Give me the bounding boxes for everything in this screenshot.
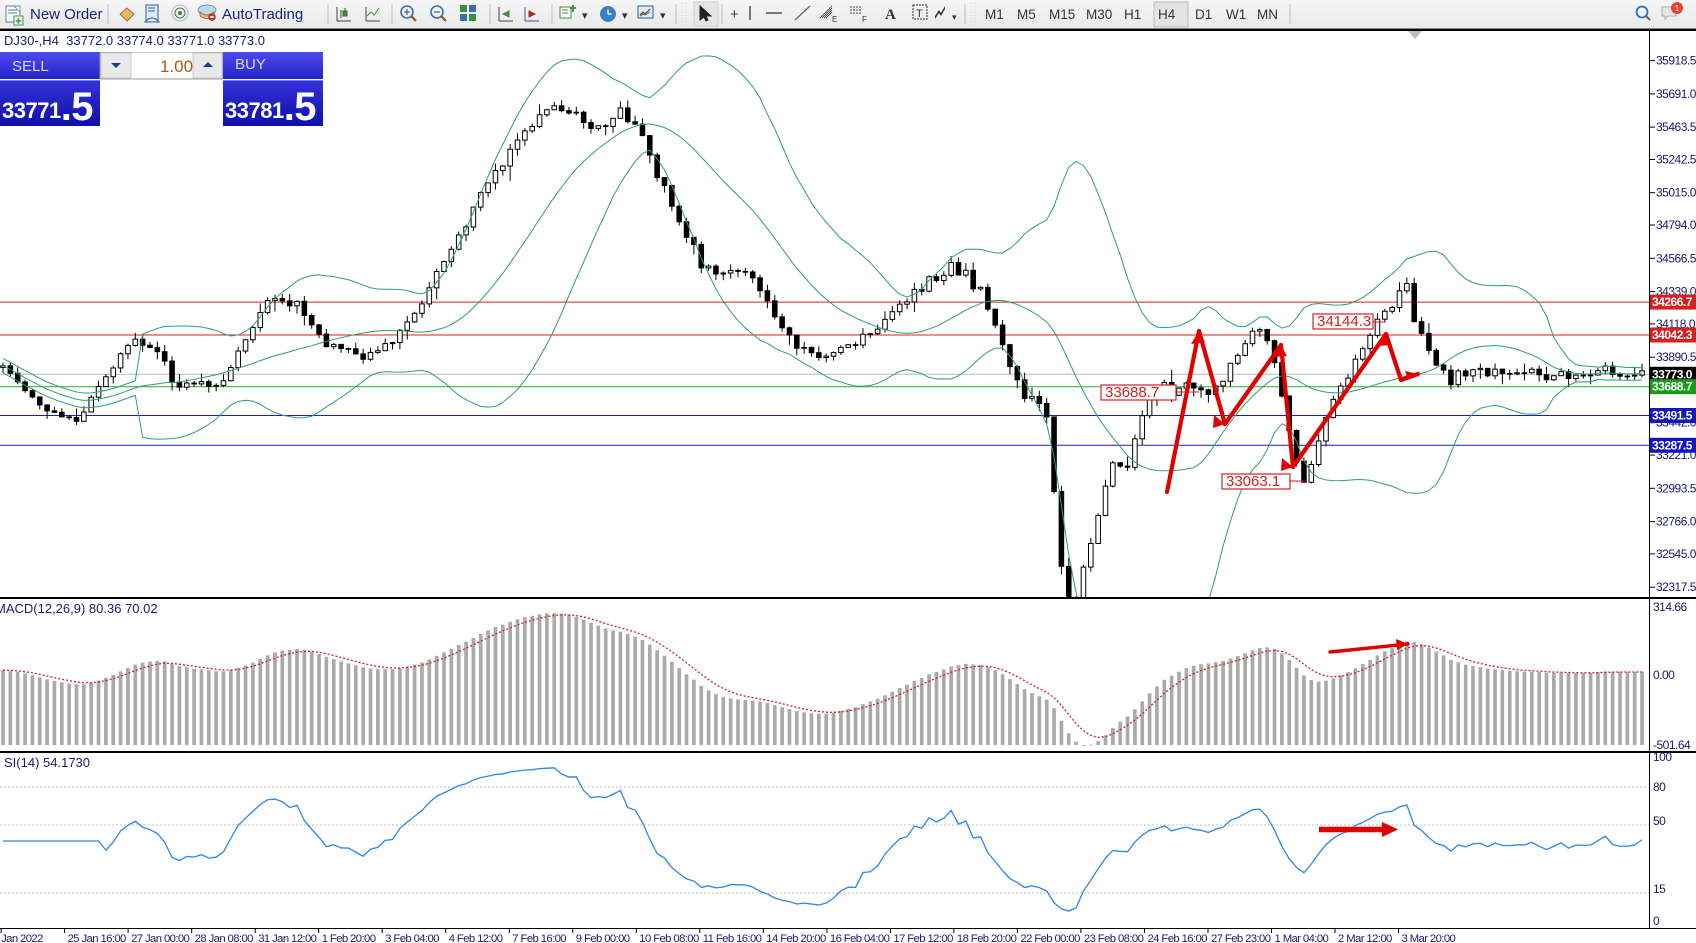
svg-text:23 Feb 08:00: 23 Feb 08:00	[1084, 933, 1144, 943]
svg-text:9 Feb 00:00: 9 Feb 00:00	[576, 933, 630, 943]
svg-text:35242.5: 35242.5	[1656, 153, 1696, 167]
svg-text:50: 50	[1653, 814, 1666, 828]
svg-text:10 Feb 08:00: 10 Feb 08:00	[639, 933, 699, 943]
svg-text:28 Jan 08:00: 28 Jan 08:00	[195, 933, 253, 943]
svg-text:15: 15	[1653, 882, 1666, 896]
svg-text:3 Mar 20:00: 3 Mar 20:00	[1402, 933, 1456, 943]
svg-text:▾: ▾	[622, 10, 628, 22]
svg-text:33688.7: 33688.7	[1652, 380, 1693, 394]
svg-text:100: 100	[1653, 750, 1672, 764]
svg-text:27 Jan 00:00: 27 Jan 00:00	[131, 933, 189, 943]
svg-text:35463.5: 35463.5	[1656, 120, 1696, 134]
svg-text:32317.5: 32317.5	[1656, 580, 1696, 594]
svg-text:M5: M5	[1017, 7, 1036, 22]
svg-text:33287.5: 33287.5	[1652, 438, 1693, 452]
svg-text:33688.7: 33688.7	[1105, 384, 1159, 401]
svg-text:AutoTrading: AutoTrading	[222, 6, 303, 23]
svg-text:New Order: New Order	[30, 6, 103, 23]
svg-text:M1: M1	[985, 7, 1004, 22]
svg-text:33890.5: 33890.5	[1656, 350, 1696, 364]
svg-text:2 Mar 12:00: 2 Mar 12:00	[1338, 933, 1392, 943]
svg-text:32545.0: 32545.0	[1656, 547, 1696, 561]
svg-text:▾: ▾	[660, 10, 666, 22]
svg-text:34566.5: 34566.5	[1656, 251, 1696, 265]
svg-text:0: 0	[1653, 914, 1660, 928]
svg-text:24 Feb 16:00: 24 Feb 16:00	[1148, 933, 1208, 943]
svg-text:▾: ▾	[582, 10, 588, 22]
svg-text:7 Feb 16:00: 7 Feb 16:00	[512, 933, 566, 943]
svg-text:1 Mar 04:00: 1 Mar 04:00	[1275, 933, 1329, 943]
svg-text:34042.3: 34042.3	[1652, 328, 1693, 342]
svg-text:D1: D1	[1195, 7, 1212, 22]
svg-text:32993.5: 32993.5	[1656, 481, 1696, 495]
svg-text:▾: ▾	[952, 12, 957, 22]
svg-text:MN: MN	[1257, 7, 1278, 22]
svg-text:M30: M30	[1086, 7, 1112, 22]
svg-text:18 Feb 20:00: 18 Feb 20:00	[957, 933, 1017, 943]
svg-text:1: 1	[1675, 4, 1680, 13]
svg-text:4 Feb 12:00: 4 Feb 12:00	[449, 933, 503, 943]
svg-text:E: E	[832, 15, 837, 24]
svg-text:M15: M15	[1049, 7, 1075, 22]
svg-text:35918.5: 35918.5	[1656, 54, 1696, 68]
svg-text:17 Feb 12:00: 17 Feb 12:00	[893, 933, 953, 943]
svg-text:14 Feb 20:00: 14 Feb 20:00	[766, 933, 826, 943]
svg-text:+: +	[730, 6, 739, 23]
svg-text:27 Feb 23:00: 27 Feb 23:00	[1211, 933, 1271, 943]
svg-text:32766.0: 32766.0	[1656, 515, 1696, 529]
svg-text:W1: W1	[1226, 7, 1246, 22]
svg-text:25 Jan 16:00: 25 Jan 16:00	[68, 933, 126, 943]
svg-text:31 Jan 12:00: 31 Jan 12:00	[258, 933, 316, 943]
svg-text:33063.1: 33063.1	[1226, 473, 1280, 490]
svg-text:T: T	[916, 8, 923, 20]
svg-text:H1: H1	[1124, 7, 1141, 22]
svg-text:34144.3: 34144.3	[1317, 313, 1371, 330]
svg-text:22 Feb 00:00: 22 Feb 00:00	[1020, 933, 1080, 943]
svg-text:34794.0: 34794.0	[1656, 218, 1696, 232]
svg-text:A: A	[885, 7, 896, 23]
svg-text:16 Feb 04:00: 16 Feb 04:00	[830, 933, 890, 943]
svg-text:35015.0: 35015.0	[1656, 186, 1696, 200]
svg-text:11 Feb 16:00: 11 Feb 16:00	[703, 933, 762, 943]
svg-text:H4: H4	[1158, 7, 1176, 22]
svg-text:34266.7: 34266.7	[1652, 295, 1693, 309]
svg-text:Jan 2022: Jan 2022	[1, 933, 43, 943]
svg-text:33491.5: 33491.5	[1652, 409, 1693, 423]
svg-text:35691.0: 35691.0	[1656, 87, 1696, 101]
svg-text:3 Feb 04:00: 3 Feb 04:00	[385, 933, 439, 943]
svg-text:1 Feb 20:00: 1 Feb 20:00	[322, 933, 376, 943]
svg-text:80: 80	[1653, 780, 1666, 794]
svg-text:F: F	[862, 15, 867, 24]
